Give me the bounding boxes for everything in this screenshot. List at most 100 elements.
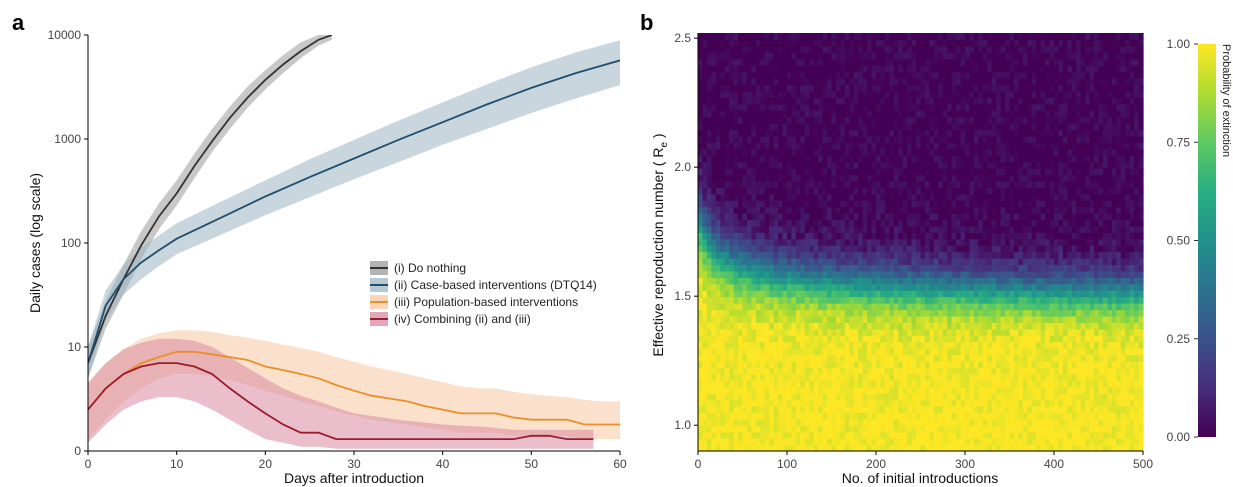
heatmap-cell — [942, 373, 948, 381]
heatmap-cell — [702, 405, 708, 414]
heatmap-cell — [978, 444, 984, 452]
heatmap-cell — [831, 232, 837, 240]
heatmap-cell — [867, 296, 873, 304]
heatmap-cell — [996, 193, 1002, 201]
heatmap-cell — [933, 425, 939, 433]
heatmap-cell — [720, 322, 726, 330]
heatmap-cell — [1027, 65, 1033, 73]
heatmap-cell — [773, 303, 779, 311]
heatmap-cell — [1027, 142, 1033, 150]
heatmap-cell — [965, 58, 971, 66]
heatmap-cell — [867, 39, 873, 47]
heatmap-cell — [862, 90, 868, 98]
heatmap-cell — [889, 142, 895, 150]
heatmap-cell — [822, 116, 828, 124]
heatmap-cell — [862, 84, 868, 92]
heatmap-cell — [769, 296, 775, 304]
heatmap-cell — [858, 225, 864, 233]
heatmap-cell — [715, 123, 721, 131]
heatmap-cell — [760, 219, 766, 227]
heatmap-cell — [804, 33, 810, 41]
heatmap-cell — [795, 206, 801, 214]
heatmap-cell — [733, 277, 739, 285]
heatmap-cell — [1000, 52, 1006, 60]
heatmap-cell — [951, 103, 957, 111]
heatmap-cell — [1022, 373, 1028, 381]
heatmap-cell — [1013, 84, 1019, 92]
heatmap-cell — [698, 155, 704, 163]
heatmap-cell — [849, 148, 855, 156]
heatmap-cell — [916, 309, 922, 317]
heatmap-cell — [698, 309, 704, 317]
heatmap-cell — [809, 296, 815, 304]
heatmap-cell — [769, 52, 775, 60]
heatmap-cell — [920, 71, 926, 79]
heatmap-cell — [907, 386, 913, 394]
heatmap-cell — [853, 290, 859, 298]
heatmap-cell — [867, 425, 873, 433]
heatmap-cell — [782, 33, 788, 41]
heatmap-cell — [835, 180, 841, 188]
heatmap-cell — [764, 418, 770, 426]
heatmap-cell — [942, 155, 948, 163]
heatmap-cell — [787, 110, 793, 118]
heatmap-cell — [996, 33, 1002, 41]
heatmap-cell — [965, 148, 971, 156]
heatmap-cell — [724, 431, 730, 439]
heatmap-cell — [702, 33, 708, 41]
heatmap-cell — [969, 405, 975, 414]
heatmap-cell — [902, 258, 908, 266]
heatmap-cell — [795, 187, 801, 195]
heatmap-cell — [929, 168, 935, 176]
heatmap-cell — [733, 78, 739, 86]
heatmap-cell — [813, 315, 819, 323]
heatmap-cell — [898, 78, 904, 86]
heatmap-cell — [827, 264, 833, 272]
heatmap-cell — [1000, 225, 1006, 233]
heatmap-cell — [960, 225, 966, 233]
heatmap-cell — [1027, 360, 1033, 368]
heatmap-cell — [1018, 283, 1024, 291]
heatmap-cell — [960, 303, 966, 311]
heatmap-cell — [924, 225, 930, 233]
heatmap-cell — [698, 431, 704, 439]
heatmap-cell — [755, 425, 761, 433]
heatmap-cell — [791, 258, 797, 266]
heatmap-cell — [809, 360, 815, 368]
heatmap-cell — [738, 232, 744, 240]
heatmap-cell — [947, 110, 953, 118]
heatmap-cell — [858, 116, 864, 124]
heatmap-cell — [706, 103, 712, 111]
heatmap-cell — [1009, 393, 1015, 401]
heatmap-cell — [840, 225, 846, 233]
heatmap-cell — [1031, 180, 1037, 188]
heatmap-cell — [738, 168, 744, 176]
heatmap-cell — [813, 367, 819, 375]
heatmap-cell — [920, 213, 926, 221]
heatmap-cell — [907, 206, 913, 214]
heatmap-cell — [773, 142, 779, 150]
heatmap-cell — [751, 258, 757, 266]
heatmap-cell — [804, 277, 810, 285]
heatmap-cell — [889, 367, 895, 375]
heatmap-cell — [746, 213, 752, 221]
heatmap-cell — [973, 245, 979, 253]
heatmap-cell — [742, 348, 748, 356]
heatmap-cell — [782, 187, 788, 195]
heatmap-cell — [849, 444, 855, 452]
heatmap-cell — [764, 39, 770, 47]
heatmap-cell — [849, 431, 855, 439]
heatmap-cell — [969, 444, 975, 452]
heatmap-cell — [782, 206, 788, 214]
heatmap-cell — [942, 328, 948, 336]
heatmap-cell — [982, 135, 988, 143]
heatmap-cell — [929, 78, 935, 86]
heatmap-cell — [813, 412, 819, 420]
heatmap-cell — [835, 354, 841, 362]
heatmap-cell — [867, 354, 873, 362]
heatmap-cell — [840, 33, 846, 41]
heatmap-cell — [898, 393, 904, 401]
heatmap-cell — [778, 97, 784, 105]
heatmap-cell — [813, 148, 819, 156]
heatmap-cell — [755, 155, 761, 163]
